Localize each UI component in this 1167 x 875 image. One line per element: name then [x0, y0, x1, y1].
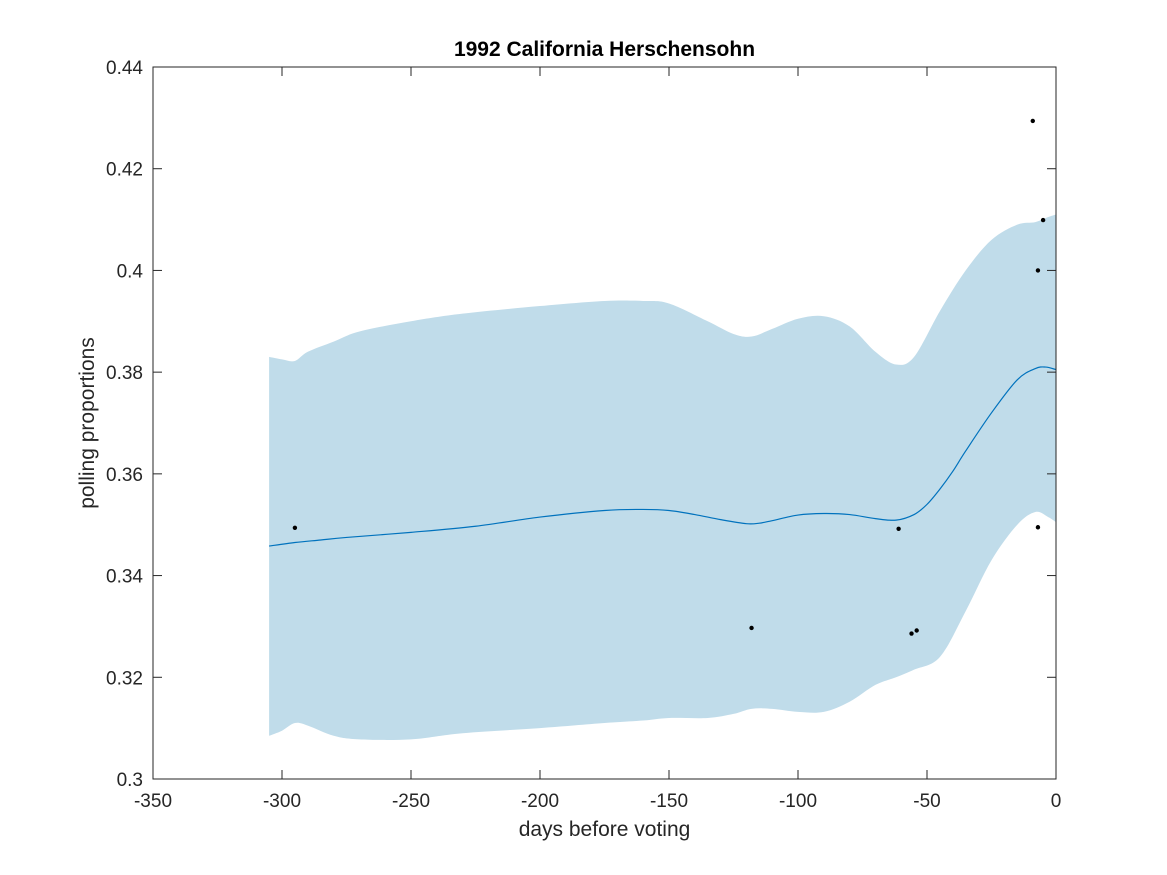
y-tick-label: 0.4 — [117, 261, 144, 282]
x-tick-label: -150 — [650, 791, 688, 812]
y-tick-label: 0.38 — [106, 363, 143, 384]
trend-line — [269, 366, 1056, 547]
y-axis-label: polling proportions — [76, 337, 99, 509]
poll-point — [1035, 268, 1041, 273]
y-tick-label: 0.34 — [106, 567, 143, 588]
x-tick-label: 0 — [1051, 791, 1062, 812]
poll-point — [896, 526, 901, 531]
poll-point — [292, 525, 298, 530]
y-tick-label: 0.32 — [106, 668, 143, 689]
x-tick-label: -300 — [263, 791, 301, 812]
ticks: -350 -300 -250 -200 -150 -100 -50 0 0.3 0.32 0.34 0… — [106, 58, 1061, 812]
axes-box — [152, 66, 1057, 780]
y-tick-label: 0.36 — [106, 465, 143, 486]
y-tick-label: 0.42 — [106, 160, 143, 181]
plot-content — [269, 118, 1056, 740]
x-tick-label: -350 — [134, 791, 172, 812]
x-tick-label: -250 — [392, 791, 430, 812]
confidence-band — [269, 214, 1056, 740]
chart-title: 1992 California Herschensohn — [454, 38, 755, 61]
x-axis-label: days before voting — [519, 818, 691, 841]
poll-point — [749, 625, 754, 631]
y-tick-label: 0.3 — [117, 770, 143, 791]
y-tick-label: 0.44 — [106, 58, 143, 79]
x-tick-label: -100 — [779, 791, 817, 812]
poll-point — [1040, 217, 1046, 223]
x-tick-label: -200 — [521, 791, 559, 812]
poll-point — [909, 631, 914, 636]
x-tick-label: -50 — [913, 791, 940, 812]
poll-point — [1035, 525, 1041, 530]
poll-point — [914, 628, 919, 633]
poll-point — [1030, 118, 1035, 124]
